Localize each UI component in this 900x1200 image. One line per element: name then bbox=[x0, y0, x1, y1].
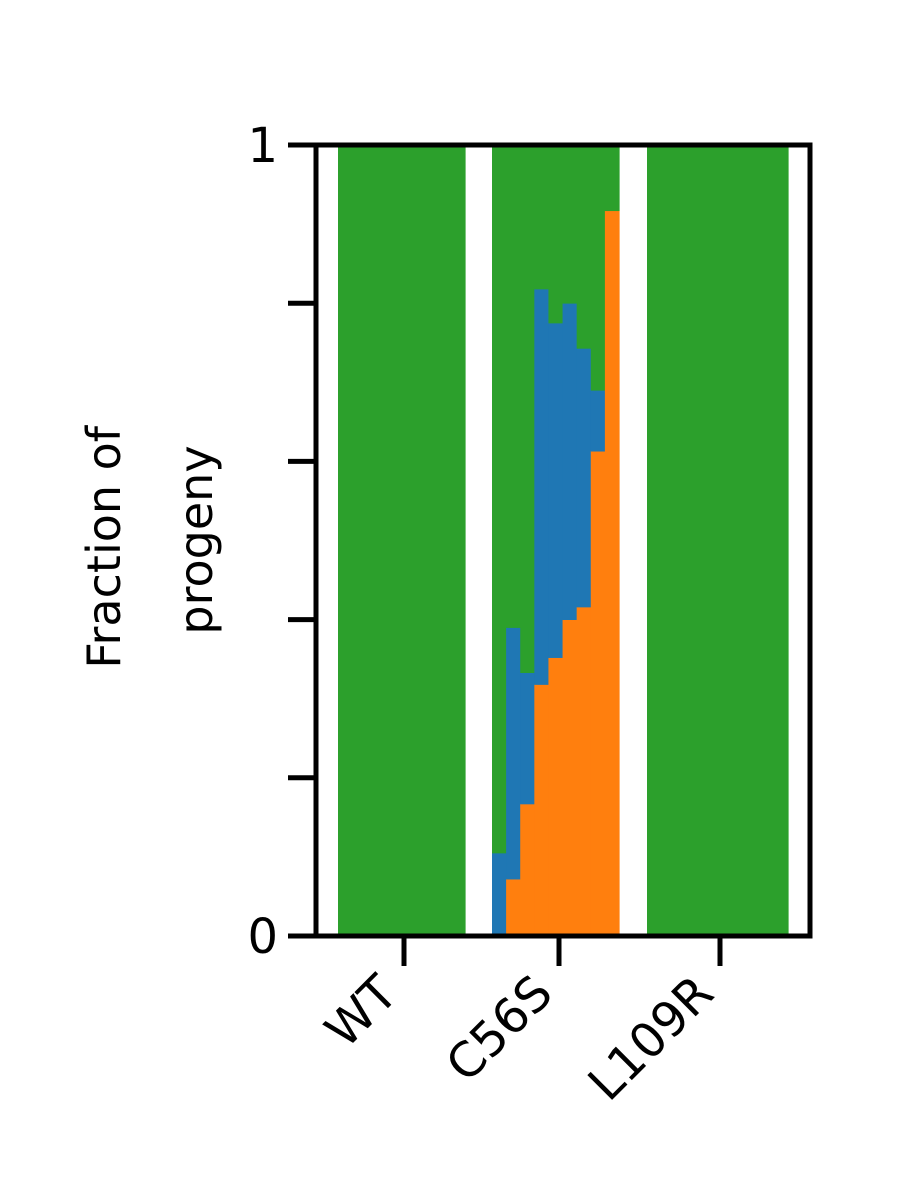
bar-segment-c56s-4-green bbox=[534, 145, 550, 290]
bar-segment-l109r-4-green bbox=[689, 145, 704, 937]
bar-segment-c56s-8-blue bbox=[590, 390, 606, 452]
bar-segment-c56s-4-blue bbox=[534, 288, 550, 685]
y-axis-title-line-2: progeny bbox=[169, 445, 223, 634]
x-tick-label-c56s: C56S bbox=[435, 965, 563, 1093]
bar-segment-l109r-2-green bbox=[661, 145, 676, 937]
bar-segment-c56s-2-blue bbox=[506, 627, 521, 880]
bar-segment-l109r-1-green bbox=[647, 145, 662, 937]
x-ticks: WT C56S L109R bbox=[315, 936, 725, 1112]
bar-segment-wt-8-green bbox=[436, 145, 452, 937]
bar-segment-c56s-8-green bbox=[590, 145, 606, 391]
bar-segment-c56s-5-orange bbox=[548, 657, 564, 937]
bar-segment-c56s-3-orange bbox=[520, 803, 535, 937]
bar-segment-wt-1-green bbox=[338, 145, 353, 937]
bar-segment-c56s-2-green bbox=[506, 145, 521, 628]
bar-segment-wt-9-green bbox=[450, 145, 466, 937]
y-axis-title-line-1: Fraction of bbox=[77, 424, 131, 668]
y-axis-title: Fraction of progeny bbox=[77, 411, 223, 668]
bars-layer bbox=[338, 145, 789, 937]
bar-segment-l109r-5-green bbox=[703, 145, 719, 937]
bar-segment-wt-5-green bbox=[394, 145, 410, 937]
bar-segment-c56s-9-orange bbox=[604, 210, 620, 937]
bar-segment-l109r-6-green bbox=[717, 145, 733, 937]
bar-segment-wt-6-green bbox=[408, 145, 424, 937]
y-ticks: 01 bbox=[247, 118, 316, 965]
bar-segment-c56s-6-blue bbox=[562, 303, 578, 620]
bar-segment-c56s-3-green bbox=[520, 145, 535, 673]
bar-segment-c56s-7-green bbox=[576, 145, 592, 349]
y-tick-label: 1 bbox=[247, 118, 278, 174]
bar-segment-c56s-8-orange bbox=[590, 451, 606, 937]
bar-segment-wt-4-green bbox=[380, 145, 396, 937]
bar-segment-c56s-9-green bbox=[604, 145, 620, 212]
bar-segment-c56s-3-blue bbox=[520, 672, 535, 805]
bar-segment-c56s-2-orange bbox=[506, 879, 521, 937]
bar-segment-c56s-1-green bbox=[492, 145, 507, 854]
bar-segment-c56s-5-blue bbox=[548, 322, 564, 658]
bar-segment-wt-2-green bbox=[352, 145, 367, 937]
x-tick-label-l109r: L109R bbox=[578, 965, 725, 1112]
y-tick-label: 0 bbox=[247, 909, 278, 965]
bar-segment-c56s-6-green bbox=[562, 145, 578, 304]
bar-segment-l109r-3-green bbox=[675, 145, 690, 937]
bar-segment-wt-7-green bbox=[422, 145, 438, 937]
bar-segment-c56s-5-green bbox=[548, 145, 564, 324]
bar-segment-l109r-9-green bbox=[759, 145, 775, 937]
bar-segment-l109r-7-green bbox=[731, 145, 747, 937]
axes-frame bbox=[313, 142, 813, 939]
bar-segment-l109r-10-green bbox=[773, 145, 789, 937]
bar-segment-wt-3-green bbox=[366, 145, 381, 937]
bar-segment-c56s-7-orange bbox=[576, 606, 592, 937]
bar-segment-l109r-8-green bbox=[745, 145, 761, 937]
bar-segment-c56s-7-blue bbox=[576, 348, 592, 608]
x-tick-label-wt: WT bbox=[315, 964, 409, 1058]
bar-segment-c56s-1-blue bbox=[492, 852, 507, 937]
bar-segment-c56s-6-orange bbox=[562, 619, 578, 937]
bar-segment-c56s-4-orange bbox=[534, 684, 550, 937]
